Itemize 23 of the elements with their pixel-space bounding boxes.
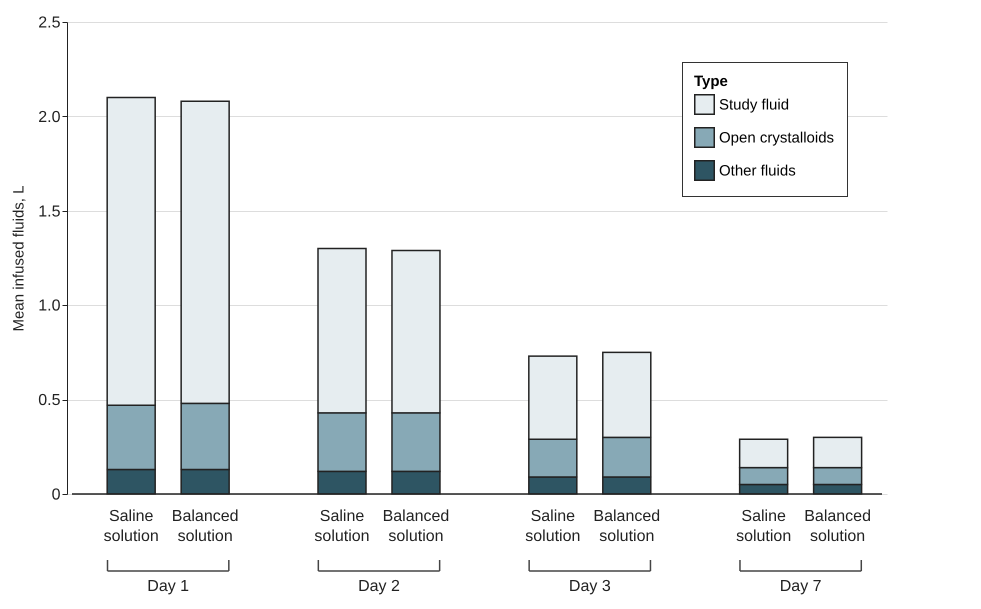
text: Day 1 (147, 578, 190, 595)
legend-label: Other fluids (719, 162, 796, 180)
x-tick-label: Saline solution (736, 508, 792, 545)
x-tick-label: Balanced solution (593, 508, 660, 545)
x-tick-label: Balanced solution (804, 508, 871, 545)
x-tick-label: Balanced solution (382, 508, 450, 545)
y-tick-label: 0.5 (38, 392, 61, 410)
x-tick-label: Balanced solution (172, 508, 239, 545)
y-axis-title: Mean infused fluids, L (10, 186, 28, 332)
legend-label: Open crystalloids (719, 130, 834, 146)
y-tick-label: 0 (52, 486, 61, 504)
text: Day 7 (780, 578, 822, 595)
y-tick-label: 1.5 (38, 203, 61, 220)
text: Day 3 (568, 578, 611, 595)
x-tick-label: Saline solution (314, 508, 370, 545)
y-tick-label: 1.0 (38, 298, 61, 315)
legend-title: Type (694, 73, 728, 90)
y-tick-label: 2.0 (38, 108, 61, 126)
y-tick-label: 2.5 (38, 14, 61, 32)
x-tick-label: Saline solution (525, 508, 580, 545)
legend-label: Study fluid (719, 96, 790, 114)
text: Day 2 (358, 578, 400, 595)
x-tick-label: Saline solution (104, 508, 159, 545)
